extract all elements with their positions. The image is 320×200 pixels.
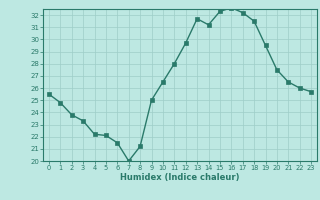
X-axis label: Humidex (Indice chaleur): Humidex (Indice chaleur) — [120, 173, 240, 182]
